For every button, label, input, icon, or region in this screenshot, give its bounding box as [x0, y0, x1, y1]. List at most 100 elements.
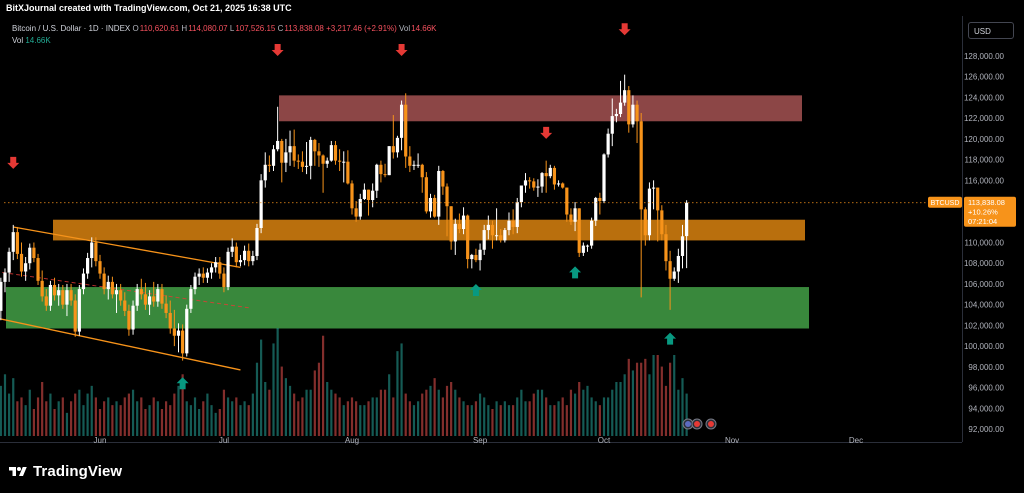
candle[interactable]	[69, 283, 73, 306]
candle[interactable]	[631, 95, 635, 128]
candle[interactable]	[172, 309, 176, 347]
candle[interactable]	[106, 275, 110, 300]
candle[interactable]	[94, 237, 98, 267]
candle[interactable]	[242, 245, 247, 266]
candle[interactable]	[226, 247, 230, 291]
candle[interactable]	[507, 212, 511, 236]
candle[interactable]	[672, 267, 676, 281]
candle[interactable]	[416, 153, 420, 168]
candle[interactable]	[110, 276, 114, 299]
candle[interactable]	[139, 278, 143, 300]
candle[interactable]	[499, 229, 503, 243]
candle[interactable]	[15, 226, 19, 260]
candle[interactable]	[209, 263, 214, 279]
candle[interactable]	[193, 272, 197, 295]
candle[interactable]	[371, 183, 375, 208]
candle[interactable]	[433, 194, 437, 218]
candle[interactable]	[424, 172, 428, 214]
candle[interactable]	[131, 300, 135, 335]
candle[interactable]	[544, 160, 548, 193]
candle[interactable]	[623, 74, 627, 106]
candle[interactable]	[127, 304, 131, 336]
candle[interactable]	[238, 254, 243, 267]
candle[interactable]	[185, 304, 189, 357]
candle[interactable]	[98, 254, 102, 279]
candle[interactable]	[685, 200, 689, 269]
candle[interactable]	[263, 152, 267, 188]
event-badges[interactable]	[682, 418, 717, 430]
candle[interactable]	[606, 128, 610, 158]
candle[interactable]	[428, 193, 433, 218]
candle[interactable]	[19, 242, 24, 277]
candle[interactable]	[404, 93, 408, 168]
candle[interactable]	[52, 277, 57, 301]
candle[interactable]	[214, 257, 218, 273]
candle[interactable]	[350, 180, 354, 215]
candle[interactable]	[102, 267, 106, 295]
candle[interactable]	[321, 154, 325, 193]
candle[interactable]	[647, 182, 652, 241]
candle[interactable]	[267, 155, 271, 173]
candle[interactable]	[292, 129, 296, 167]
candle[interactable]	[156, 283, 160, 307]
candle[interactable]	[218, 257, 222, 279]
candle[interactable]	[61, 284, 65, 309]
candle[interactable]	[453, 218, 457, 255]
candle[interactable]	[602, 153, 606, 204]
trendline-dashed[interactable]	[0, 270, 249, 309]
candle[interactable]	[152, 281, 156, 307]
candle[interactable]	[259, 174, 263, 234]
candle[interactable]	[627, 86, 631, 133]
candle[interactable]	[598, 192, 602, 215]
candle[interactable]	[408, 146, 412, 173]
candle[interactable]	[181, 324, 185, 361]
candle[interactable]	[189, 284, 193, 313]
candle[interactable]	[614, 108, 618, 123]
candle[interactable]	[44, 289, 48, 311]
candle[interactable]	[449, 206, 453, 250]
candle[interactable]	[160, 283, 164, 309]
candle[interactable]	[304, 141, 309, 175]
candle[interactable]	[251, 250, 255, 266]
candle[interactable]	[230, 238, 234, 258]
candle[interactable]	[590, 217, 594, 249]
candle[interactable]	[296, 154, 300, 169]
chart-frame[interactable]: 128,000.00 126,000.00 124,000.00 122,000.00…	[0, 16, 1024, 458]
candle[interactable]	[503, 227, 507, 243]
candle[interactable]	[280, 138, 284, 183]
candle[interactable]	[552, 165, 557, 190]
candle[interactable]	[474, 248, 478, 263]
candle[interactable]	[395, 135, 400, 158]
candle[interactable]	[528, 177, 532, 189]
candle[interactable]	[346, 150, 350, 185]
candle[interactable]	[32, 242, 36, 263]
candle[interactable]	[486, 215, 490, 240]
candle[interactable]	[197, 268, 201, 285]
candle[interactable]	[90, 237, 94, 268]
candle[interactable]	[565, 187, 569, 222]
candle[interactable]	[573, 202, 577, 232]
price-chart[interactable]: 128,000.00 126,000.00 124,000.00 122,000.00…	[0, 16, 1024, 458]
candle[interactable]	[532, 178, 536, 191]
candle[interactable]	[342, 151, 346, 183]
candle[interactable]	[36, 253, 40, 285]
candle[interactable]	[466, 214, 470, 269]
candle[interactable]	[676, 248, 680, 283]
candle[interactable]	[77, 284, 81, 336]
candle[interactable]	[276, 106, 280, 152]
candle[interactable]	[7, 247, 11, 282]
candle[interactable]	[114, 283, 119, 313]
candle[interactable]	[48, 280, 53, 311]
candle[interactable]	[222, 267, 226, 293]
candle[interactable]	[519, 185, 523, 208]
candle[interactable]	[594, 196, 598, 226]
currency-button[interactable]: USD	[968, 22, 1014, 39]
candle[interactable]	[65, 283, 69, 317]
candle[interactable]	[391, 115, 395, 159]
candle[interactable]	[28, 243, 32, 270]
candle[interactable]	[338, 149, 342, 172]
candle[interactable]	[664, 224, 668, 271]
candle[interactable]	[523, 173, 528, 193]
candle[interactable]	[656, 187, 660, 242]
trendline[interactable]	[13, 226, 241, 269]
